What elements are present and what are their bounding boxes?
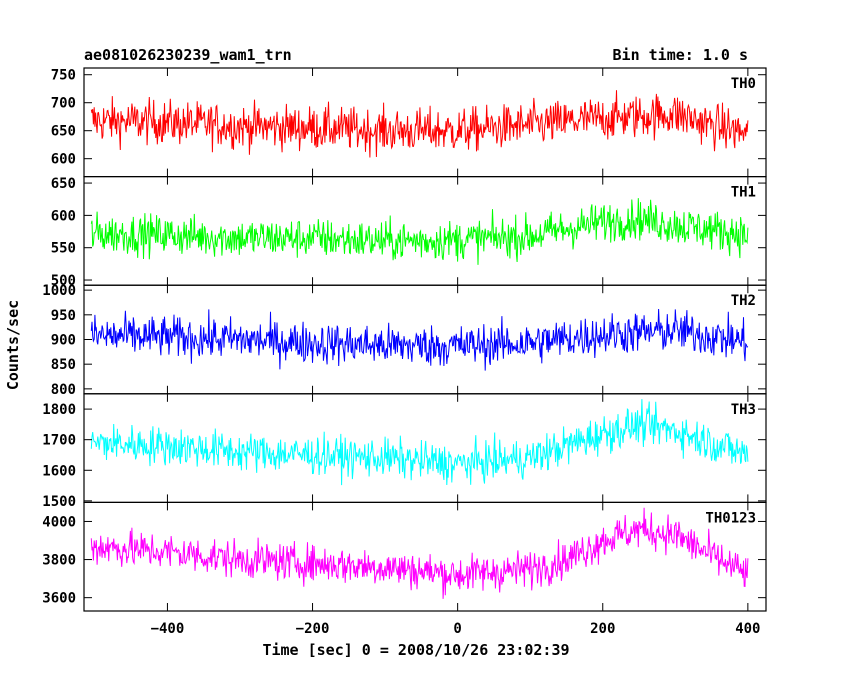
y-tick-label: 1800 bbox=[42, 402, 76, 418]
y-tick-label: 550 bbox=[51, 241, 76, 257]
series-line-th1 bbox=[90, 198, 749, 265]
y-tick-label: 3800 bbox=[42, 553, 76, 569]
y-axis-label: Counts/sec bbox=[4, 300, 22, 390]
y-tick-label: 1600 bbox=[42, 463, 76, 479]
y-tick-label: 650 bbox=[51, 176, 76, 192]
series-line-th2 bbox=[90, 308, 749, 371]
y-tick-label: 4000 bbox=[42, 514, 76, 530]
x-tick-label: −200 bbox=[296, 621, 330, 637]
panels-group: 600 650 700 750 TH0 500 550 600 650 TH1 800 850 900 9… bbox=[42, 67, 767, 637]
y-tick-label: 600 bbox=[51, 152, 76, 168]
y-tick-label: 600 bbox=[51, 208, 76, 224]
panel-th1: 500 550 600 650 TH1 bbox=[51, 176, 767, 289]
y-tick-label: 950 bbox=[51, 308, 76, 324]
panel-th3: 1500 1600 1700 1800 TH3 bbox=[42, 393, 767, 510]
y-tick-label: 1700 bbox=[42, 433, 76, 449]
y-tick-label: 1500 bbox=[42, 494, 76, 510]
panel-th0123: 3600 3800 4000 TH0123 bbox=[42, 501, 767, 612]
x-tick-label: 200 bbox=[590, 621, 615, 637]
x-axis-label: Time [sec] 0 = 2008/10/26 23:02:39 bbox=[262, 641, 569, 659]
series-name-th3: TH3 bbox=[731, 402, 756, 418]
x-tick-label: 0 bbox=[453, 621, 461, 637]
panel-frame bbox=[83, 501, 767, 612]
series-name-th0123: TH0123 bbox=[705, 510, 756, 526]
y-tick-label: 850 bbox=[51, 357, 76, 373]
y-tick-label: 900 bbox=[51, 333, 76, 349]
y-tick-label: 800 bbox=[51, 382, 76, 398]
bin-time-label: Bin time: 1.0 s bbox=[613, 46, 748, 64]
y-tick-label: 3600 bbox=[42, 591, 76, 607]
series-line-th0123 bbox=[90, 507, 749, 599]
y-tick-label: 650 bbox=[51, 124, 76, 140]
series-name-th1: TH1 bbox=[731, 185, 756, 201]
y-tick-label: 750 bbox=[51, 68, 76, 84]
y-tick-label: 500 bbox=[51, 273, 76, 289]
y-tick-label: 1000 bbox=[42, 283, 76, 299]
series-line-th3 bbox=[90, 399, 749, 486]
y-tick-label: 700 bbox=[51, 96, 76, 112]
series-name-th0: TH0 bbox=[731, 76, 756, 92]
panel-th2: 800 850 900 950 1000 TH2 bbox=[42, 283, 767, 398]
x-tick-label: −400 bbox=[151, 621, 185, 637]
x-tick-label: 400 bbox=[735, 621, 760, 637]
series-name-th2: TH2 bbox=[731, 293, 756, 309]
panel-th0: 600 650 700 750 TH0 bbox=[51, 67, 767, 178]
chart-title: ae081026230239_wam1_trn bbox=[84, 46, 292, 64]
series-line-th0 bbox=[90, 90, 749, 158]
